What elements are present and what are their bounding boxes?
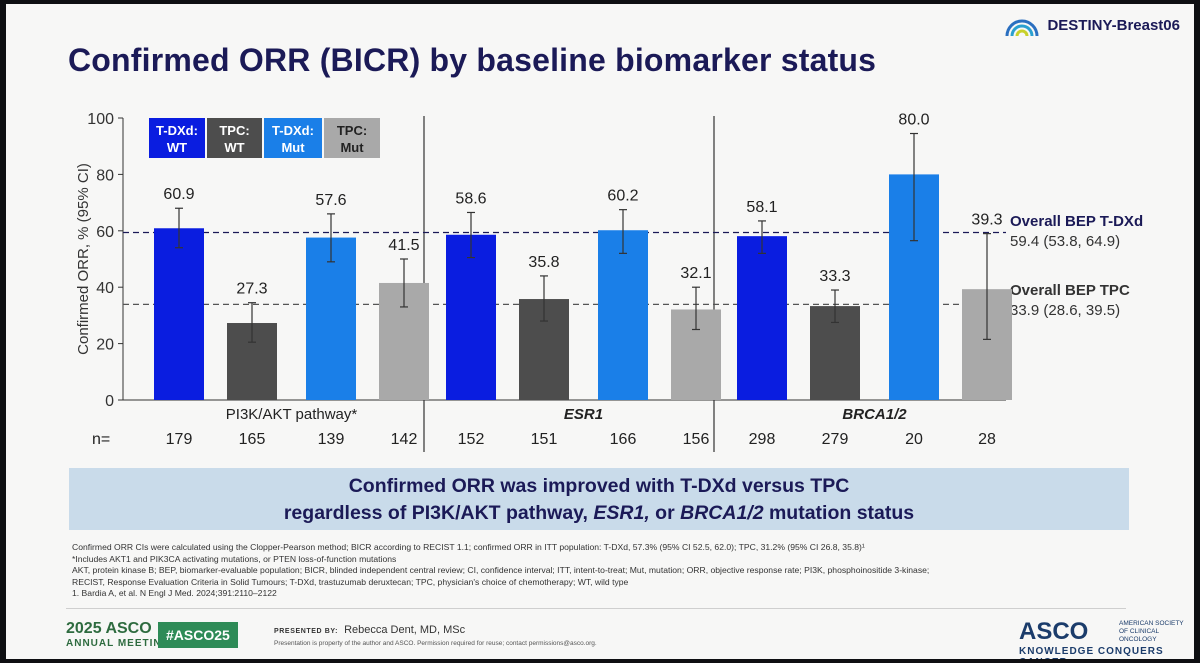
n-value: 151 xyxy=(531,431,558,448)
callout-text-end: mutation status xyxy=(763,502,915,524)
data-label: 35.8 xyxy=(528,254,559,271)
asco-tagline: KNOWLEDGE CONQUERS CANCER xyxy=(1019,646,1164,659)
data-label: 27.3 xyxy=(236,281,267,298)
y-tick-label: 80 xyxy=(96,167,114,184)
data-label: 32.1 xyxy=(680,265,711,282)
presented-by-label: PRESENTED BY: xyxy=(274,628,339,635)
callout-line-2: regardless of PI3K/AKT pathway, ESR1, or… xyxy=(69,500,1129,527)
y-tick-label: 20 xyxy=(96,337,114,354)
data-label: 57.6 xyxy=(315,192,346,209)
legend-label: TPC: xyxy=(219,123,249,138)
bar xyxy=(737,236,787,400)
y-tick-label: 60 xyxy=(96,224,114,241)
n-value: 298 xyxy=(749,431,776,448)
legend-label: WT xyxy=(167,140,187,155)
data-label: 41.5 xyxy=(388,237,419,254)
footer-bar: 2025 ASCO ANNUAL MEETING #ASCO25 PRESENT… xyxy=(6,604,1194,659)
footnote-5: 1. Bardia A, et al. N Engl J Med. 2024;3… xyxy=(72,588,277,599)
n-value: 165 xyxy=(239,431,266,448)
brand-logo: DESTINY-Breast06 xyxy=(1003,10,1180,40)
legend-label: TPC: xyxy=(337,123,367,138)
n-value: 139 xyxy=(318,431,345,448)
asco-wordmark: ASCO xyxy=(1019,618,1089,645)
n-value: 279 xyxy=(822,431,849,448)
reference-line-value: 59.4 (53.8, 64.9) xyxy=(1010,233,1120,250)
property-notice: Presentation is property of the author a… xyxy=(274,640,597,647)
reference-line-name: Overall BEP TPC xyxy=(1010,282,1130,299)
n-value: 28 xyxy=(978,431,996,448)
data-label: 60.9 xyxy=(163,186,194,203)
legend-label: Mut xyxy=(340,140,364,155)
legend-swatch xyxy=(149,118,205,158)
n-value: 179 xyxy=(166,431,193,448)
legend-swatch xyxy=(324,118,380,158)
asco-logo: ASCO AMERICAN SOCIETY OF CLINICAL ONCOLO… xyxy=(1019,618,1194,659)
footnote-4: RECIST, Response Evaluation Criteria in … xyxy=(72,576,629,587)
meeting-sub: ANNUAL MEETING xyxy=(66,638,171,649)
data-label: 33.3 xyxy=(819,268,850,285)
y-tick-label: 100 xyxy=(87,111,114,128)
conclusion-callout: Confirmed ORR was improved with T-DXd ve… xyxy=(69,468,1129,530)
callout-text-a: regardless of PI3K/AKT pathway, xyxy=(283,502,594,524)
callout-text-brca: BRCA1/2 xyxy=(680,502,764,524)
data-label: 58.1 xyxy=(746,199,777,216)
reference-line-value: 33.9 (28.6, 39.5) xyxy=(1010,302,1120,319)
brand-name: DESTINY-Breast06 xyxy=(1047,16,1180,34)
legend-label: T-DXd: xyxy=(156,123,198,138)
group-label: BRCA1/2 xyxy=(842,406,907,423)
callout-line-1: Confirmed ORR was improved with T-DXd ve… xyxy=(348,475,850,497)
bar xyxy=(598,230,648,400)
legend-label: Mut xyxy=(281,140,305,155)
group-label: PI3K/AKT pathway* xyxy=(226,406,358,423)
legend-label: WT xyxy=(224,140,244,155)
meeting-year: 2025 ASCO xyxy=(66,620,152,637)
brand-emblem-icon xyxy=(1005,19,1039,37)
y-tick-label: 40 xyxy=(96,280,114,297)
y-tick-label: 0 xyxy=(105,393,114,410)
reference-line-name: Overall BEP T-DXd xyxy=(1010,213,1143,230)
footer-divider xyxy=(66,608,1126,609)
legend-swatch xyxy=(207,118,262,158)
y-axis-label: Confirmed ORR, % (95% CI) xyxy=(75,163,92,355)
n-label: n= xyxy=(92,431,110,448)
legend-swatch xyxy=(264,118,322,158)
n-value: 142 xyxy=(391,431,418,448)
slide-title: Confirmed ORR (BICR) by baseline biomark… xyxy=(68,42,877,78)
n-value: 152 xyxy=(458,431,485,448)
group-label: ESR1 xyxy=(564,406,603,423)
bar xyxy=(306,237,356,400)
footnotes: Confirmed ORR CIs were calculated using … xyxy=(72,542,1142,600)
hashtag-badge: #ASCO25 xyxy=(158,622,238,648)
n-value: 156 xyxy=(683,431,710,448)
data-label: 60.2 xyxy=(607,188,638,205)
legend-label: T-DXd: xyxy=(272,123,314,138)
data-label: 39.3 xyxy=(971,212,1002,229)
bar xyxy=(154,228,204,400)
data-label: 58.6 xyxy=(455,190,486,207)
data-label: 80.0 xyxy=(898,112,929,129)
presenter: PRESENTED BY: Rebecca Dent, MD, MSc xyxy=(274,624,465,636)
callout-text-esr1: ESR1, xyxy=(593,502,650,524)
footnote-2: *Includes AKT1 and PIK3CA activating mut… xyxy=(72,553,397,564)
footnote-1: Confirmed ORR CIs were calculated using … xyxy=(72,542,865,552)
asco-society: AMERICAN SOCIETY OF CLINICAL ONCOLOGY xyxy=(1119,620,1184,643)
orr-bar-chart: 0 20 40 60 80 100 Confirmed ORR, % (95% CI) Ove… xyxy=(75,111,1143,452)
bar xyxy=(446,234,496,400)
callout-text-or: or xyxy=(649,502,681,524)
slide: DESTINY-Breast06 Confirmed ORR (BICR) by… xyxy=(6,4,1194,659)
n-value: 20 xyxy=(905,431,923,448)
footnote-3: AKT, protein kinase B; BEP, biomarker-ev… xyxy=(72,565,930,576)
presenter-name: Rebecca Dent, MD, MSc xyxy=(344,624,466,636)
n-value: 166 xyxy=(610,431,637,448)
annual-meeting-logo: 2025 ASCO ANNUAL MEETING xyxy=(66,620,170,649)
